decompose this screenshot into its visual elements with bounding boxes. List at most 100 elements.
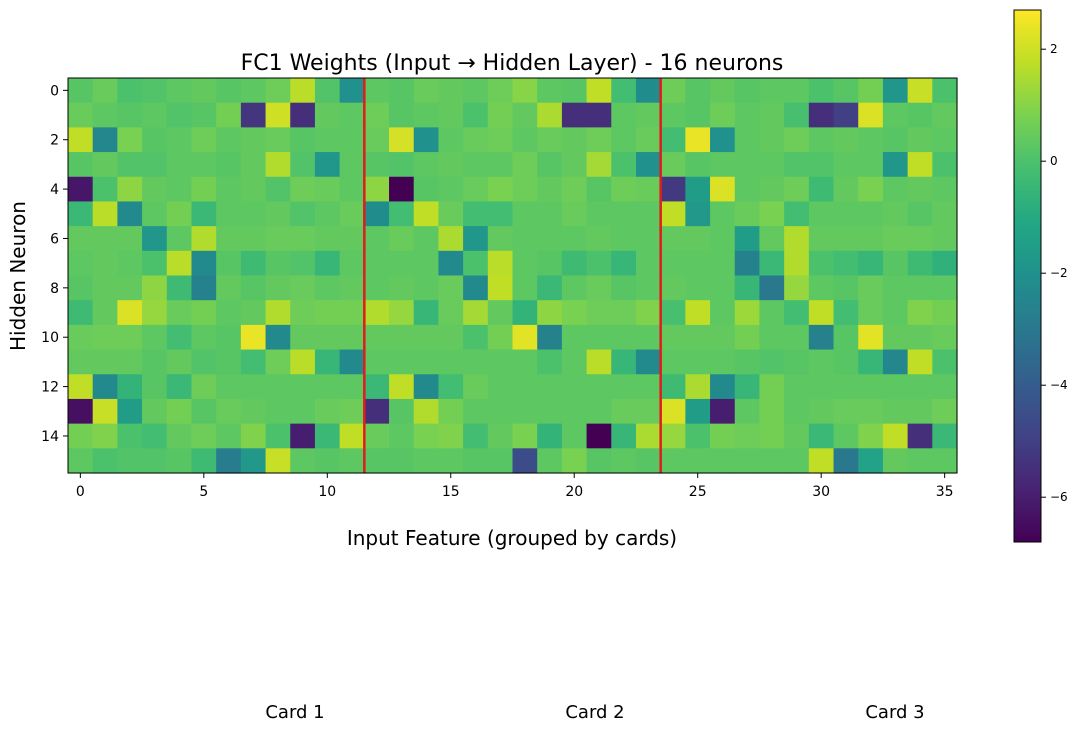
y-axis-ticks: 0 2 4 6 8 10 12 14 <box>41 83 68 445</box>
heatmap-cell <box>537 398 563 425</box>
heatmap-cell <box>487 176 514 203</box>
heatmap-cell <box>635 78 662 104</box>
heatmap-cell <box>339 275 365 301</box>
heatmap-cell <box>784 152 810 178</box>
heatmap-cell <box>833 448 859 474</box>
heatmap-cell <box>487 152 514 178</box>
heatmap-cell <box>660 250 686 277</box>
heatmap-cell <box>117 250 143 277</box>
heatmap-cell <box>265 275 291 301</box>
heatmap-cell <box>290 250 316 277</box>
heatmap-cell <box>92 398 118 425</box>
heatmap-cell <box>784 398 810 425</box>
heatmap-cell <box>932 102 958 128</box>
heatmap-cell <box>265 127 291 153</box>
heatmap-cell <box>611 300 637 326</box>
heatmap-cell <box>808 324 835 351</box>
heatmap-cell <box>463 102 489 128</box>
heatmap-cell <box>92 152 118 178</box>
heatmap-cell <box>290 423 316 449</box>
x-axis-label: Input Feature (grouped by cards) <box>347 526 677 550</box>
heatmap-cell <box>142 374 168 400</box>
heatmap-cell <box>611 102 637 128</box>
heatmap-cell <box>808 201 835 227</box>
heatmap-cell <box>833 201 859 227</box>
heatmap-cell <box>734 78 761 104</box>
heatmap-cell <box>808 423 835 449</box>
heatmap-cell <box>364 250 390 277</box>
heatmap-cell <box>808 398 835 425</box>
heatmap-cell <box>463 152 489 178</box>
y-axis-label: Hidden Neuron <box>6 201 30 351</box>
heatmap-cell <box>142 448 168 474</box>
heatmap-cell <box>191 226 217 252</box>
heatmap-cell <box>265 102 291 128</box>
heatmap-cell <box>932 127 958 153</box>
heatmap-cell <box>611 226 637 252</box>
heatmap-cell <box>191 78 217 104</box>
y-tick-label: 6 <box>50 231 59 247</box>
heatmap-cell <box>635 448 662 474</box>
card-2-label: Card 2 <box>565 702 625 723</box>
heatmap-cell <box>537 127 563 153</box>
heatmap-cell <box>512 300 538 326</box>
heatmap-cell <box>364 398 390 425</box>
heatmap-cell <box>68 448 94 474</box>
heatmap-cell <box>635 324 662 351</box>
heatmap-cell <box>932 152 958 178</box>
heatmap-cell <box>339 226 365 252</box>
heatmap-cell <box>932 448 958 474</box>
heatmap-cell <box>537 102 563 128</box>
heatmap-cell <box>463 176 489 203</box>
heatmap-cell <box>635 102 662 128</box>
heatmap-cell <box>216 226 242 252</box>
colorbar-tick-label: 0 <box>1050 154 1058 168</box>
heatmap-cell <box>635 250 662 277</box>
heatmap-cell <box>512 201 538 227</box>
heatmap-cell <box>314 448 341 474</box>
heatmap-cell <box>685 300 711 326</box>
heatmap-cell <box>932 201 958 227</box>
heatmap-cell <box>537 324 563 351</box>
heatmap-cell <box>487 226 514 252</box>
heatmap-cell <box>92 423 118 449</box>
heatmap-cell <box>710 398 736 425</box>
heatmap-cell <box>166 152 193 178</box>
heatmap-cell <box>166 275 193 301</box>
heatmap-cell <box>858 78 884 104</box>
heatmap-cell <box>166 176 193 203</box>
heatmap-cell <box>290 275 316 301</box>
heatmap-cell <box>808 349 835 375</box>
heatmap-cell <box>561 300 588 326</box>
heatmap-cell <box>92 102 118 128</box>
heatmap-cell <box>364 102 390 128</box>
heatmap-cell <box>413 102 440 128</box>
heatmap-cell <box>240 300 267 326</box>
heatmap-cell <box>364 324 390 351</box>
heatmap-cell <box>290 152 316 178</box>
heatmap-cell <box>463 448 489 474</box>
heatmap-cell <box>882 324 909 351</box>
heatmap-cell <box>932 176 958 203</box>
colorbar-tick-label: −4 <box>1050 378 1068 392</box>
heatmap-cell <box>339 78 365 104</box>
heatmap-cell <box>808 250 835 277</box>
heatmap-cell <box>882 448 909 474</box>
heatmap-cell <box>92 250 118 277</box>
heatmap-cell <box>660 176 686 203</box>
heatmap-cell <box>413 398 440 425</box>
heatmap-cell <box>537 152 563 178</box>
heatmap-cell <box>364 300 390 326</box>
heatmap-cell <box>808 152 835 178</box>
heatmap-cell <box>882 201 909 227</box>
heatmap-cell <box>240 275 267 301</box>
heatmap-cell <box>512 423 538 449</box>
heatmap-cell <box>364 226 390 252</box>
heatmap-cell <box>339 398 365 425</box>
heatmap-cell <box>191 448 217 474</box>
heatmap-cell <box>314 423 341 449</box>
heatmap-cell <box>389 448 415 474</box>
heatmap-cell <box>463 275 489 301</box>
colorbar-tick-label: −6 <box>1050 490 1068 504</box>
heatmap-cell <box>759 78 785 104</box>
